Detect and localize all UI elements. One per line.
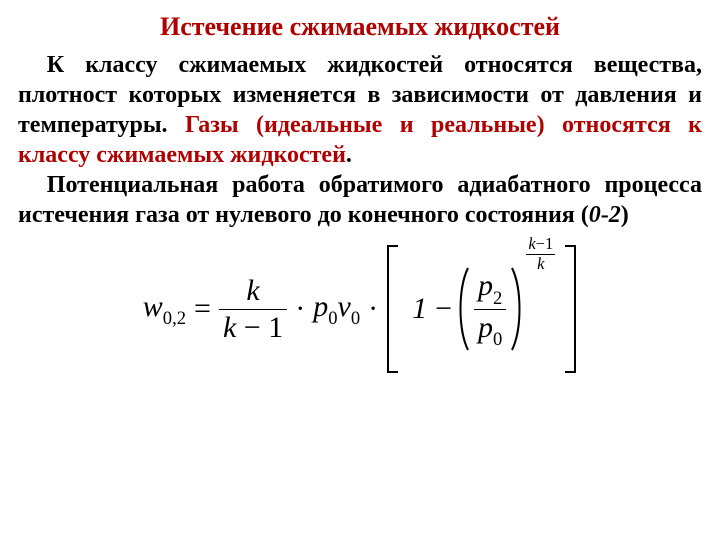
eq-p0b-var: p [478,311,493,344]
equation: w0,2 = k k − 1 · p0v0 · [139,244,581,374]
page: Истечение сжимаемых жидкостей К классу с… [0,0,720,540]
eq-frac-k-den-a: k [223,311,236,344]
eq-exp-num-b: −1 [536,234,554,253]
eq-exp-num-a: k [528,234,535,253]
eq-dot-1: · [295,292,305,326]
eq-v0-var: v [338,290,351,323]
eq-p0b-sub: 0 [493,329,502,350]
eq-exp-num: k−1 [526,236,555,253]
eq-p0v0: p0v0 [313,290,360,329]
paragraph-2: Потенциальная работа обратимого адиабатн… [18,170,702,230]
eq-left-bracket [384,244,400,374]
eq-frac-k-num: k [242,275,263,307]
eq-p0: p0 [313,290,337,323]
equation-block: w0,2 = k k − 1 · p0v0 · [18,244,702,374]
p2-two: 2 [609,202,621,228]
eq-lhs-var: w [143,290,163,323]
p2-text-5: ) [621,202,629,228]
eq-p0-var: p [313,290,328,323]
eq-p2-var: p [478,269,493,302]
eq-frac-p-num: p2 [474,270,506,307]
eq-lhs-sub: 0,2 [163,308,186,329]
eq-dot-2: · [368,292,378,326]
eq-frac-k: k k − 1 [219,275,287,343]
eq-p0-sub: 0 [328,308,337,329]
eq-v0-sub: 0 [351,308,360,329]
eq-frac-k-den-b: − 1 [244,311,283,344]
p2-dash: - [601,202,609,228]
eq-p2-sub: 2 [493,288,502,309]
p1-text-3: . [346,142,352,168]
eq-paren-group: p2 p0 [456,266,524,352]
eq-lhs: w0,2 [143,290,186,329]
eq-bracket-inner: 1 − p2 p0 [408,266,555,352]
eq-right-paren [510,266,524,352]
eq-exponent: k−1 k [526,236,555,272]
eq-left-paren [456,266,470,352]
paragraph-1: К классу сжимаемых жидкостей относятся в… [18,50,702,170]
eq-frac-p-den: p0 [474,312,506,349]
eq-v0: v0 [338,290,361,323]
eq-exp-den: k [535,256,546,273]
page-title: Истечение сжимаемых жидкостей [18,12,702,42]
eq-frac-p: p2 p0 [474,270,506,348]
eq-frac-k-bar [219,309,287,310]
eq-frac-k-den: k − 1 [219,312,287,344]
eq-one: 1 [412,292,427,326]
eq-pow-group: p2 p0 k−1 [456,266,555,352]
eq-right-bracket [563,244,579,374]
p2-zero: 0 [589,202,601,228]
eq-minus: − [435,292,452,326]
eq-equals: = [194,292,211,326]
